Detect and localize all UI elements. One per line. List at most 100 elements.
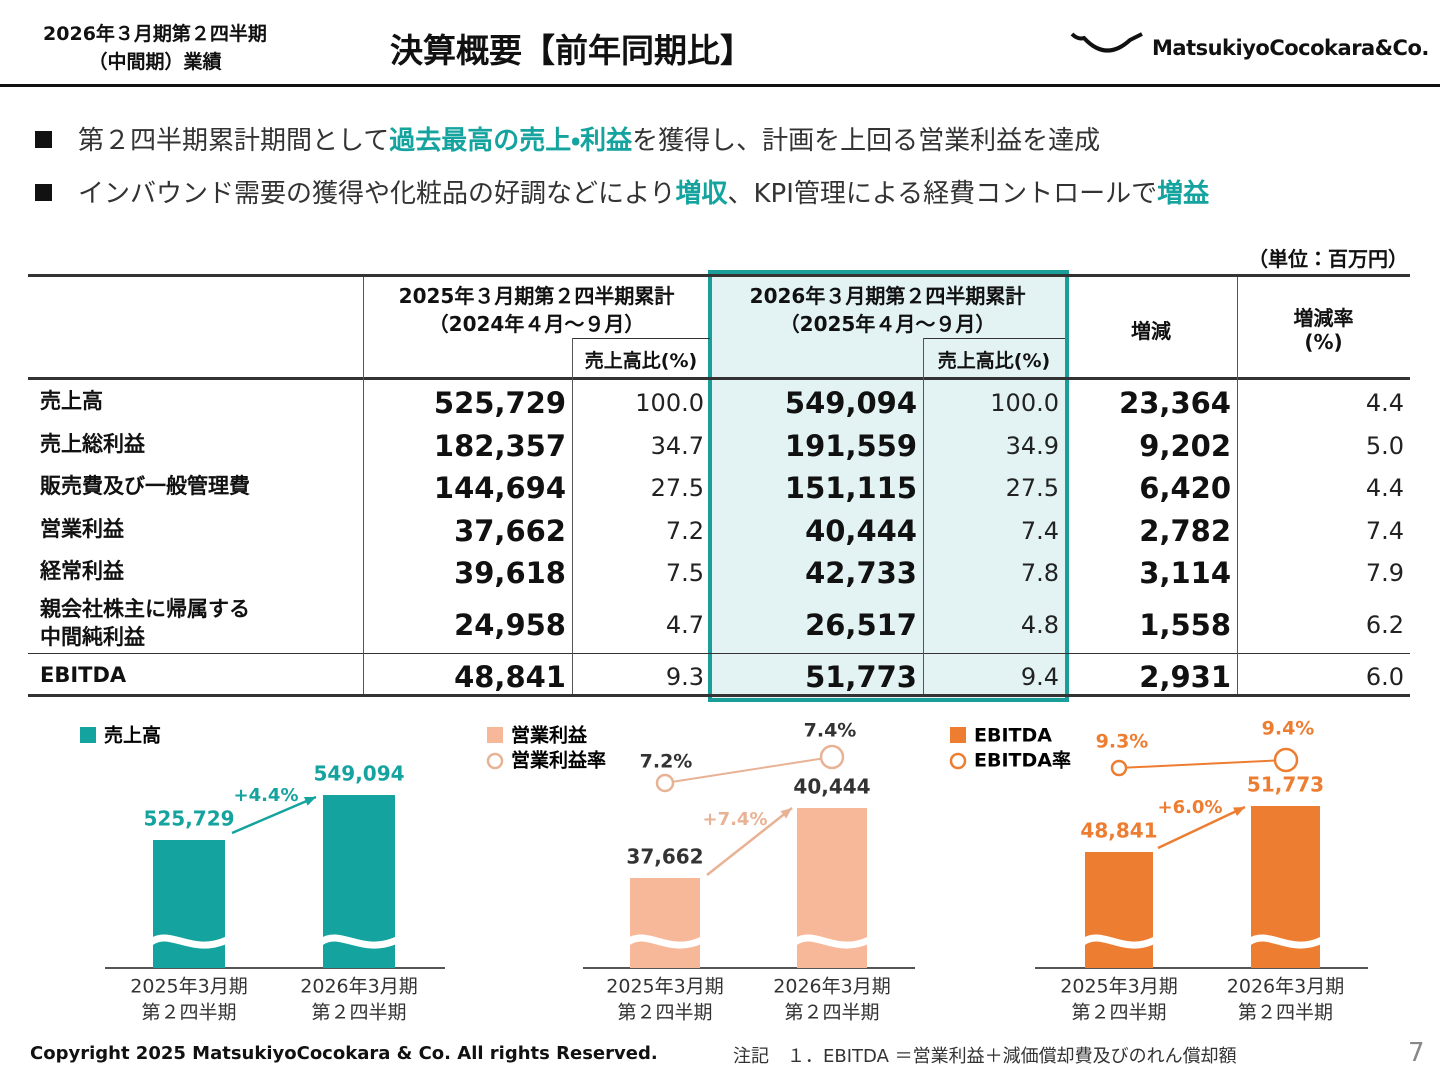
- logo-mark: [1070, 32, 1143, 53]
- arrow-head: [304, 797, 316, 806]
- legend-swatch: [80, 727, 96, 743]
- rate-marker: [1273, 747, 1299, 773]
- bar-label: 525,729: [143, 807, 234, 831]
- column-header: （2024年４月～９月）: [428, 312, 645, 336]
- arrow-head: [1233, 807, 1245, 816]
- ratio-cell: 34.9: [1005, 431, 1059, 460]
- bar-label: 51,773: [1247, 773, 1324, 797]
- text: 第２四半期累計期間として: [78, 126, 390, 156]
- unit: （単位：百万円）: [1248, 247, 1408, 271]
- column-header: 2026年３月期第２四半期累計: [749, 284, 1026, 308]
- ratio-cell: 4.4: [1365, 389, 1404, 417]
- column-header: 増減率: [1293, 306, 1354, 330]
- value-cell: 42,733: [805, 556, 917, 590]
- value-cell: 6,420: [1139, 471, 1231, 505]
- logo-text: MatsukiyoCocokara&Co.: [1152, 36, 1429, 60]
- category-label: 2025年3月期: [130, 976, 247, 998]
- growth-label: +6.0%: [1157, 797, 1222, 818]
- category-label: 第２四半期: [1071, 1002, 1166, 1024]
- value-cell: 48,841: [454, 660, 566, 694]
- growth-arrow: [706, 807, 793, 876]
- ratio-cell: 4.8: [1020, 610, 1059, 639]
- text: 、KPI管理による経費コントロールで: [727, 179, 1158, 209]
- category-label: 2026年3月期: [1227, 976, 1344, 998]
- title: 決算概要【前年同期比】: [390, 31, 753, 70]
- bar-label: 48,841: [1080, 819, 1157, 843]
- highlight: 増収: [675, 179, 728, 209]
- growth-label: +4.4%: [233, 785, 298, 806]
- bar-label: 549,094: [313, 762, 404, 786]
- growth-arrow: [1157, 805, 1246, 850]
- legend-label: EBITDA: [974, 725, 1052, 747]
- value-cell: 40,444: [805, 513, 917, 548]
- period: 2026年３月期第２四半期 （中間期）業績: [20, 20, 290, 76]
- page-number: 7: [1408, 1038, 1425, 1068]
- column-header: (%): [1304, 330, 1343, 354]
- table-rule: [28, 377, 1410, 380]
- ratio-cell: 4.4: [1365, 474, 1404, 502]
- ratio-cell: 100.0: [990, 389, 1059, 417]
- row-label: EBITDA: [40, 663, 127, 687]
- value-cell: 23,364: [1119, 386, 1231, 420]
- column-line: [363, 277, 364, 694]
- legend-label: 営業利益率: [511, 749, 606, 772]
- rate-label: 7.2%: [640, 751, 693, 773]
- column-line: [923, 338, 924, 694]
- rate-line: [664, 756, 833, 784]
- row-label: 売上高: [40, 389, 103, 413]
- growth-label: +7.4%: [702, 809, 767, 830]
- category-label: 第２四半期: [784, 1002, 879, 1024]
- cell-line: [572, 338, 710, 339]
- text: インバウンド需要の獲得や化粧品の好調などにより: [78, 179, 676, 209]
- bullet-text: 第２四半期累計期間として過去最高の売上・利益を獲得し、計画を上回る営業利益を達成: [78, 120, 1100, 157]
- ratio-cell: 7.4: [1365, 516, 1404, 545]
- axis-break: [318, 934, 399, 949]
- axis-break: [792, 934, 871, 949]
- ratio-cell: 9.4: [1020, 663, 1059, 691]
- bar: [630, 878, 700, 968]
- column-header: 2025年３月期第２四半期累計: [398, 284, 675, 308]
- table-rule: [28, 274, 1410, 277]
- ratio-cell: 7.5: [665, 559, 704, 587]
- bullet-square: [35, 184, 52, 201]
- value-cell: 1,558: [1139, 607, 1231, 642]
- category-label: 第２四半期: [311, 1002, 406, 1024]
- value-cell: 26,517: [805, 607, 917, 642]
- ratio-cell: 4.7: [665, 610, 704, 639]
- header-rule: [0, 84, 1440, 87]
- column-header: （2025年４月～９月）: [779, 312, 996, 336]
- category-label: 第２四半期: [141, 1002, 236, 1024]
- ratio-cell: 27.5: [1005, 474, 1059, 502]
- rate-label: 7.4%: [804, 720, 857, 742]
- legend-label: 営業利益: [511, 724, 588, 747]
- row-label: 営業利益: [40, 516, 124, 541]
- axis-break: [148, 934, 229, 949]
- charts: 売上高 525,729 2025年3月期第２四半期 549,094 2026年3月期第２…: [80, 718, 1368, 1024]
- column-line: [572, 338, 573, 694]
- category-label: 2025年3月期: [1060, 976, 1177, 998]
- arrow-head: [780, 808, 792, 819]
- ratio-cell: 7.8: [1020, 559, 1059, 587]
- highlight: 増益: [1157, 179, 1210, 209]
- rate-marker: [655, 773, 675, 793]
- category-label: 第２四半期: [1238, 1002, 1333, 1024]
- bullet-square: [35, 131, 52, 148]
- value-cell: 24,958: [454, 607, 566, 642]
- bar: [1085, 852, 1153, 968]
- legend-swatch: [487, 727, 503, 743]
- table-rule: [28, 694, 1410, 697]
- bar-label: 40,444: [793, 775, 870, 799]
- column-line: [1237, 277, 1238, 694]
- value-cell: 37,662: [454, 513, 566, 548]
- legend-marker: [486, 752, 504, 770]
- value-cell: 39,618: [454, 556, 566, 590]
- column-header: 売上高比(%): [937, 350, 1051, 372]
- period-line: 2026年３月期第２四半期: [43, 23, 267, 45]
- copyright: Copyright 2025 MatsukiyoCocokara & Co. A…: [30, 1043, 658, 1064]
- cell-line: [923, 338, 1065, 339]
- highlight: 過去最高の売上・利益: [389, 126, 633, 156]
- period-line: （中間期）業績: [88, 51, 222, 73]
- bar-label: 37,662: [626, 845, 703, 869]
- ratio-cell: 7.2: [665, 516, 704, 545]
